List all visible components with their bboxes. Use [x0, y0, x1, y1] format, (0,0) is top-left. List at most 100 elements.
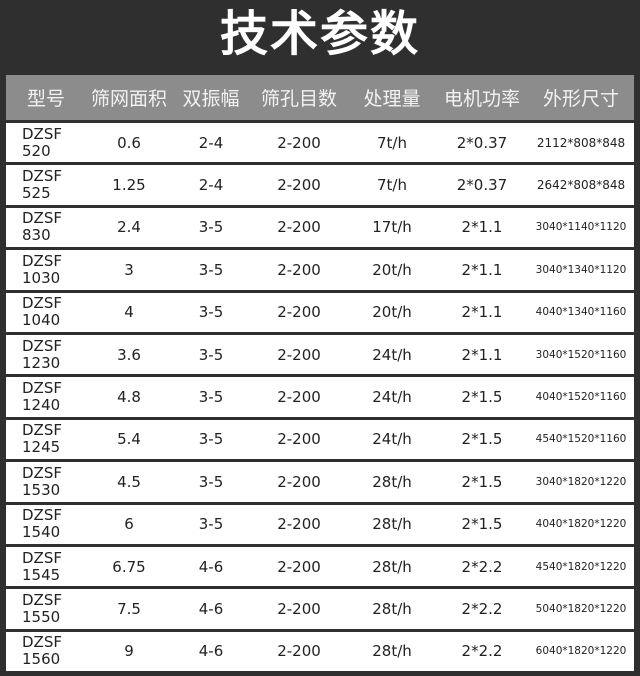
cell-model: DZSF 525 [6, 168, 86, 202]
cell-mesh: 2-200 [277, 642, 321, 661]
table-row: DZSF 1230 3.6 3-5 2-200 24t/h 2*1.1 3040*1520*1… [6, 334, 634, 375]
cell-mesh: 2-200 [277, 515, 321, 534]
cell-mesh: 2-200 [277, 260, 321, 279]
cell-area: 4.8 [117, 388, 141, 407]
table-row: DZSF 1530 4.5 3-5 2-200 28t/h 2*1.5 3040*1820*1… [6, 462, 634, 502]
cell-area: 9 [124, 642, 134, 661]
cell-amplitude: 3-5 [198, 218, 224, 237]
cell-capacity: 28t/h [372, 557, 412, 576]
model-number: 830 [22, 226, 51, 245]
model-number: 1550 [22, 607, 61, 626]
cell-size: 6040*1820*1220 [535, 645, 627, 658]
cell-capacity: 17t/h [372, 218, 412, 237]
cell-model: DZSF 1240 [6, 380, 86, 414]
cell-mesh: 2-200 [277, 472, 321, 491]
cell-amplitude: 3-5 [198, 345, 224, 364]
cell-mesh: 2-200 [277, 430, 321, 449]
cell-size: 4540*1820*1220 [535, 560, 627, 573]
cell-area: 6 [124, 515, 134, 534]
table-row: DZSF 1245 5.4 3-5 2-200 24t/h 2*1.5 4540*1520*1… [6, 419, 634, 460]
model-prefix: DZSF [22, 548, 62, 567]
header-model: 型号 [26, 88, 65, 110]
cell-model: DZSF 1540 [6, 507, 86, 541]
model-prefix: DZSF [22, 251, 62, 270]
cell-power: 2*1.1 [461, 260, 503, 279]
header-capacity: 处理量 [363, 88, 421, 110]
model-prefix: DZSF [22, 463, 62, 482]
cell-area: 1.25 [112, 176, 146, 195]
cell-capacity: 24t/h [372, 430, 412, 449]
cell-size: 3040*1340*1120 [535, 263, 627, 276]
cell-area: 4 [124, 303, 134, 322]
model-prefix: DZSF [22, 336, 62, 355]
cell-model: DZSF 1530 [6, 463, 86, 499]
cell-power: 2*0.37 [456, 176, 508, 195]
cell-area: 4.5 [117, 472, 141, 491]
model-number: 1030 [22, 268, 61, 287]
cell-size: 4040*1520*1160 [535, 391, 627, 404]
table-row: DZSF 1040 4 3-5 2-200 20t/h 2*1.1 4040*1340*116… [6, 292, 634, 332]
model-number: 520 [22, 141, 51, 160]
model-number: 1040 [22, 311, 61, 330]
table-row: DZSF 525 1.25 2-4 2-200 7t/h 2*0.37 2642*808*84… [6, 165, 634, 205]
cell-amplitude: 2-4 [198, 133, 224, 152]
cell-model: DZSF 1040 [6, 295, 86, 329]
cell-power: 2*1.5 [461, 472, 503, 491]
model-prefix: DZSF [22, 506, 62, 525]
cell-amplitude: 3-5 [198, 515, 224, 534]
cell-area: 2.4 [117, 218, 141, 237]
cell-power: 2*1.5 [461, 430, 503, 449]
model-prefix: DZSF [22, 379, 62, 398]
table-row: DZSF 1550 7.5 4-6 2-200 28t/h 2*2.2 5040*1820*1… [6, 589, 634, 629]
cell-model: DZSF 1030 [6, 251, 86, 287]
cell-capacity: 28t/h [372, 642, 412, 661]
cell-amplitude: 4-6 [198, 599, 224, 618]
model-number: 525 [22, 184, 51, 203]
cell-mesh: 2-200 [277, 345, 321, 364]
model-number: 1245 [22, 438, 61, 457]
cell-area: 5.4 [117, 430, 141, 449]
model-prefix: DZSF [22, 294, 62, 313]
model-number: 1560 [22, 650, 61, 669]
model-prefix: DZSF [22, 590, 62, 609]
cell-capacity: 24t/h [372, 345, 412, 364]
spec-table: 型号 筛网面积 双振幅 筛孔目数 处理量 电机功率 外形尺寸 DZSF 520 0.… [6, 75, 634, 672]
model-prefix: DZSF [22, 124, 62, 143]
cell-mesh: 2-200 [277, 218, 321, 237]
cell-area: 7.5 [117, 599, 141, 618]
cell-capacity: 7t/h [377, 176, 407, 195]
cell-area: 3.6 [117, 345, 141, 364]
cell-capacity: 24t/h [372, 388, 412, 407]
cell-model: DZSF 1545 [6, 548, 86, 584]
cell-model: DZSF 1550 [6, 590, 86, 626]
table-row: DZSF 1545 6.75 4-6 2-200 28t/h 2*2.2 4540*1820*… [6, 546, 634, 587]
cell-model: DZSF 520 [6, 124, 86, 160]
cell-amplitude: 3-5 [198, 430, 224, 449]
cell-model: DZSF 830 [6, 210, 86, 244]
cell-amplitude: 3-5 [198, 303, 224, 322]
cell-capacity: 28t/h [372, 515, 412, 534]
cell-capacity: 28t/h [372, 472, 412, 491]
header-area: 筛网面积 [90, 88, 167, 110]
cell-size: 4040*1340*1160 [535, 306, 627, 319]
cell-amplitude: 3-5 [198, 388, 224, 407]
cell-power: 2*2.2 [461, 642, 503, 661]
table-row: DZSF 520 0.6 2-4 2-200 7t/h 2*0.37 2112*808*848 [6, 123, 634, 163]
cell-power: 2*2.2 [461, 557, 503, 576]
table-row: DZSF 1540 6 3-5 2-200 28t/h 2*1.5 4040*1820*122… [6, 504, 634, 544]
cell-amplitude: 3-5 [198, 260, 224, 279]
header-mesh: 筛孔目数 [260, 88, 337, 110]
cell-size: 3040*1820*1220 [535, 475, 627, 488]
page-title: 技术参数 [219, 6, 420, 62]
model-prefix: DZSF [22, 633, 62, 652]
cell-mesh: 2-200 [277, 133, 321, 152]
cell-amplitude: 4-6 [198, 557, 224, 576]
cell-size: 3040*1140*1120 [535, 221, 627, 234]
cell-mesh: 2-200 [277, 557, 321, 576]
cell-model: DZSF 1230 [6, 336, 86, 372]
cell-capacity: 28t/h [372, 599, 412, 618]
cell-capacity: 20t/h [372, 260, 412, 279]
cell-power: 2*0.37 [456, 133, 508, 152]
cell-size: 3040*1520*1160 [535, 348, 627, 361]
model-prefix: DZSF [22, 421, 62, 440]
